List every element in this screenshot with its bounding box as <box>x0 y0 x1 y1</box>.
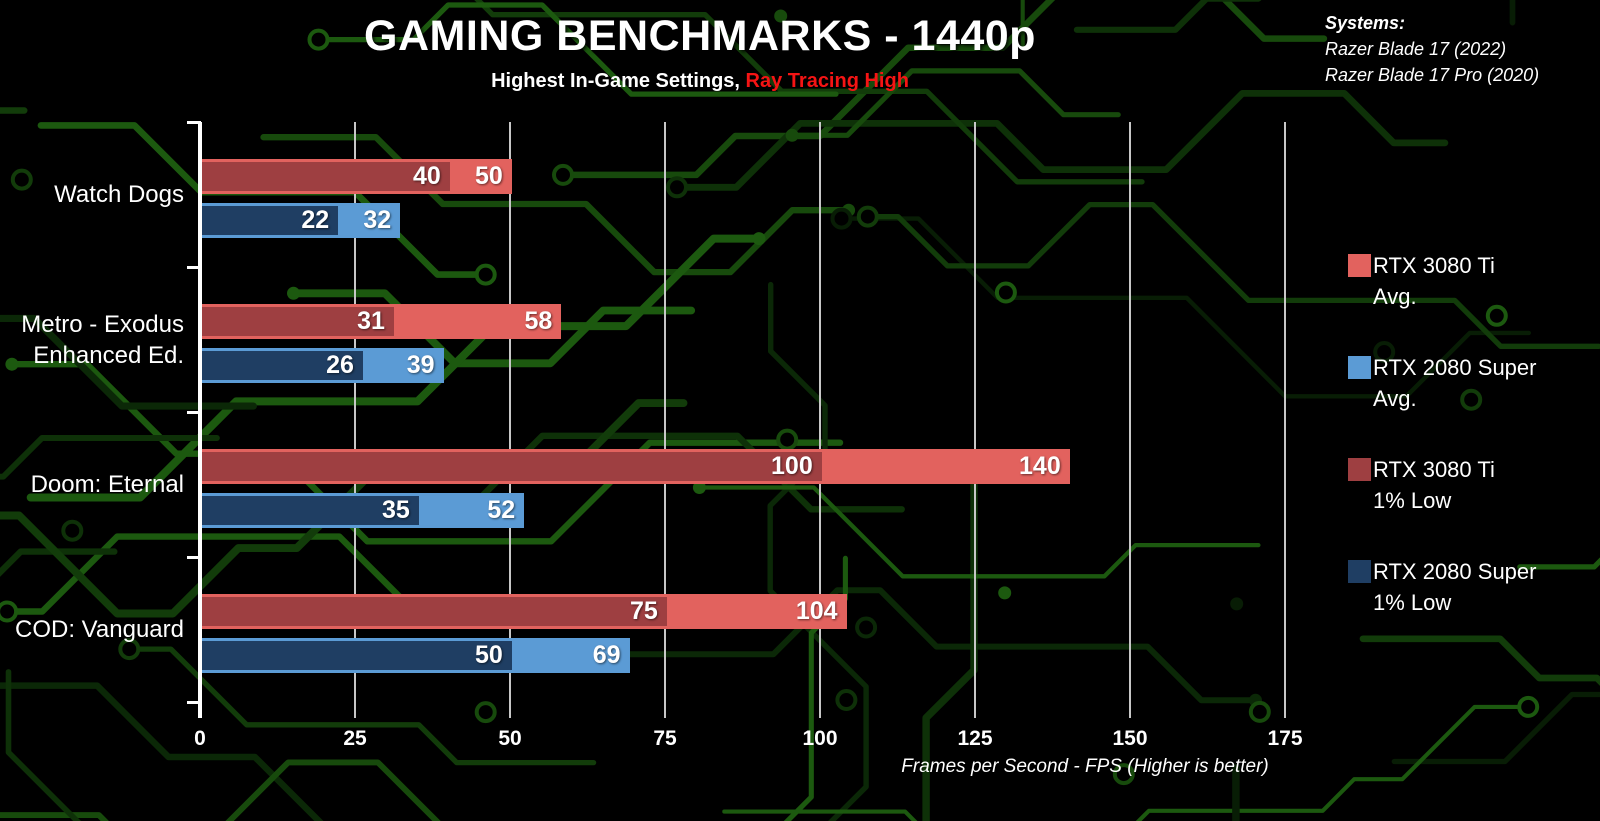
x-tick-label-175: 175 <box>1267 727 1303 750</box>
value-label-1pct-low: 75 <box>629 597 658 625</box>
gridline-75 <box>663 122 667 718</box>
y-axis-tick-3 <box>187 556 201 559</box>
value-label-1pct-low: 22 <box>301 206 330 234</box>
legend-label-rtx-2080-super-1-low: RTX 2080 Super 1% Low <box>1373 556 1536 618</box>
x-tick-label-0: 0 <box>194 727 206 750</box>
legend-label-rtx-3080-ti-avg: RTX 3080 Ti Avg. <box>1373 250 1495 312</box>
category-label-line: Watch Dogs <box>54 181 184 208</box>
chart-subtitle: Highest In-Game Settings, Ray Tracing Hi… <box>0 70 1400 93</box>
x-axis-label: Frames per Second - FPS (Higher is bette… <box>901 756 1269 777</box>
legend-label-line: Avg. <box>1373 284 1417 309</box>
legend-swatch-rtx-2080-super-avg <box>1348 356 1371 379</box>
legend-item-rtx-3080-ti-avg: RTX 3080 Ti Avg. <box>1348 250 1495 312</box>
gridline-125 <box>973 122 977 718</box>
legend-label-rtx-3080-ti-1-low: RTX 3080 Ti 1% Low <box>1373 454 1495 516</box>
value-label-1pct-low: 100 <box>771 452 813 480</box>
value-label-avg: 104 <box>795 597 838 625</box>
bar-rtx-2080-super-doom-eternal: 35 52 <box>201 493 525 528</box>
value-label-avg: 39 <box>406 351 435 379</box>
systems-list: Razer Blade 17 (2022) Razer Blade 17 Pro … <box>1325 36 1539 88</box>
value-label-1pct-low: 40 <box>412 162 441 190</box>
x-tick-label-100: 100 <box>802 727 838 750</box>
x-tick-label-25: 25 <box>343 727 367 750</box>
x-tick-label-50: 50 <box>498 727 522 750</box>
value-label-1pct-low: 26 <box>326 351 354 379</box>
legend-label-line: Avg. <box>1373 386 1417 411</box>
category-label-line: COD: Vanguard <box>15 616 184 643</box>
category-label-line: Metro - Exodus <box>21 310 184 338</box>
bar-rtx-2080-super-metro-exodus-enhanced-ed: 26 39 <box>201 348 444 383</box>
legend-label-rtx-2080-super-avg: RTX 2080 Super Avg. <box>1373 352 1536 414</box>
legend-label-line: RTX 3080 Ti <box>1373 253 1495 278</box>
segment-1pct-low: 75 <box>201 597 667 626</box>
chart-title: GAMING BENCHMARKS - 1440p <box>364 12 1036 60</box>
value-label-1pct-low: 31 <box>357 307 385 335</box>
gridline-100 <box>818 122 822 718</box>
y-axis-tick-4 <box>187 701 201 704</box>
category-label-watch-dogs: Watch Dogs <box>0 122 184 267</box>
y-axis-tick-0 <box>187 121 201 124</box>
gridline-175 <box>1283 122 1287 718</box>
x-tick-label-75: 75 <box>653 727 677 750</box>
y-axis-tick-1 <box>187 266 201 269</box>
category-label-doom-eternal: Doom: Eternal <box>0 412 184 557</box>
gridline-25 <box>353 122 357 718</box>
legend-label-line: RTX 2080 Super <box>1373 559 1537 584</box>
value-label-avg: 52 <box>487 496 516 524</box>
subtitle-settings-text: Highest In-Game Settings, <box>491 70 746 92</box>
value-label-avg: 69 <box>592 641 621 669</box>
legend-swatch-rtx-3080-ti-1-low <box>1348 458 1371 481</box>
systems-heading: Systems: <box>1325 13 1406 33</box>
bar-rtx-2080-super-cod-vanguard: 50 69 <box>201 638 630 673</box>
subtitle-raytracing-text: Ray Tracing High <box>745 70 909 92</box>
value-label-avg: 32 <box>363 206 392 234</box>
segment-1pct-low: 31 <box>201 307 394 336</box>
value-label-avg: 50 <box>474 162 503 190</box>
segment-1pct-low: 50 <box>201 641 512 670</box>
chart-header: GAMING BENCHMARKS - 1440p Highest In-Gam… <box>0 0 1400 93</box>
bar-rtx-3080-ti-doom-eternal: 100 140 <box>201 449 1070 484</box>
systems-item-1: Razer Blade 17 (2022) <box>1325 39 1507 59</box>
legend-item-rtx-3080-ti-1-low: RTX 3080 Ti 1% Low <box>1348 454 1495 516</box>
segment-1pct-low: 100 <box>201 452 822 481</box>
systems-item-2: Razer Blade 17 Pro (2020) <box>1325 65 1540 85</box>
legend-label-line: 1% Low <box>1373 488 1452 513</box>
gridline-50 <box>508 122 512 718</box>
value-label-avg: 58 <box>524 307 553 335</box>
category-label-metro-exodus-enhanced-ed: Metro - Exodus Enhanced Ed. <box>0 267 184 412</box>
legend-label-line: RTX 2080 Super <box>1373 355 1537 380</box>
bar-rtx-2080-super-watch-dogs: 22 32 <box>201 203 401 238</box>
legend-item-rtx-2080-super-avg: RTX 2080 Super Avg. <box>1348 352 1536 414</box>
value-label-avg: 140 <box>1019 452 1061 480</box>
segment-1pct-low: 40 <box>201 162 450 191</box>
y-axis-tick-2 <box>187 411 201 414</box>
value-label-1pct-low: 50 <box>474 641 503 669</box>
gridline-0 <box>198 122 202 718</box>
gridline-150 <box>1128 122 1132 718</box>
x-tick-label-125: 125 <box>957 727 993 750</box>
legend-label-line: RTX 3080 Ti <box>1373 457 1495 482</box>
x-tick-label-150: 150 <box>1112 727 1148 750</box>
category-label-line: Doom: Eternal <box>30 471 184 498</box>
value-label-1pct-low: 35 <box>381 496 410 524</box>
category-label-line: Enhanced Ed. <box>33 341 184 369</box>
legend-item-rtx-2080-super-1-low: RTX 2080 Super 1% Low <box>1348 556 1536 618</box>
systems-note: Systems: Razer Blade 17 (2022) Razer Blad… <box>1325 10 1539 88</box>
category-label-cod-vanguard: COD: Vanguard <box>0 557 184 702</box>
legend-swatch-rtx-3080-ti-avg <box>1348 254 1371 277</box>
legend-label-line: 1% Low <box>1373 590 1452 615</box>
bar-rtx-3080-ti-metro-exodus-enhanced-ed: 31 58 <box>201 304 562 339</box>
bar-rtx-3080-ti-cod-vanguard: 75 104 <box>201 594 847 629</box>
legend-swatch-rtx-2080-super-1-low <box>1348 560 1371 583</box>
segment-1pct-low: 35 <box>201 496 419 525</box>
segment-1pct-low: 22 <box>201 206 339 235</box>
segment-1pct-low: 26 <box>201 351 363 380</box>
bar-rtx-3080-ti-watch-dogs: 40 50 <box>201 159 512 194</box>
